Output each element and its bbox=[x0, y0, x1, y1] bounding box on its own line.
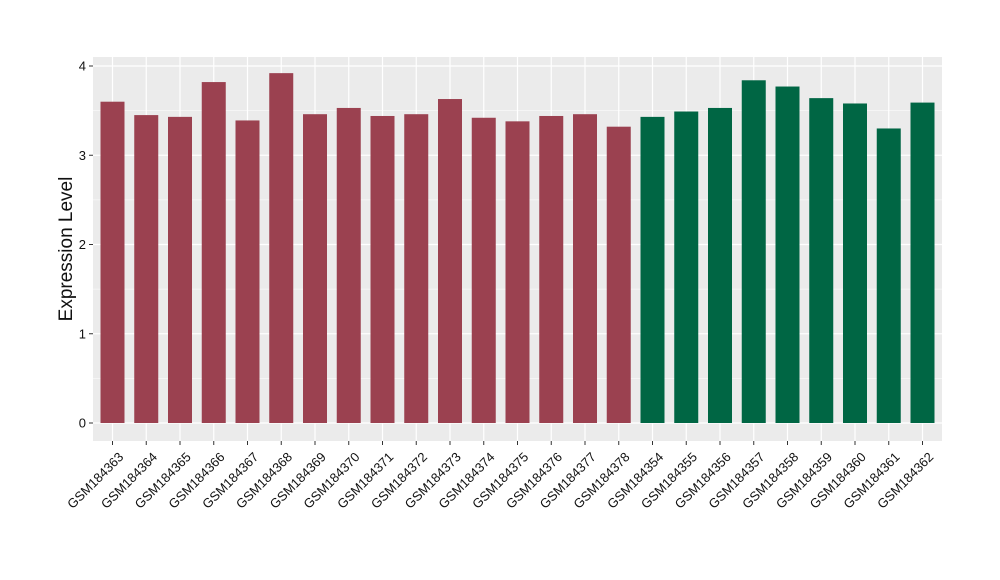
x-axis: GSM184363GSM184364GSM184365GSM184366GSM1… bbox=[64, 441, 936, 512]
y-axis: 0 1 2 3 4 bbox=[79, 59, 93, 431]
bar-GSM184355 bbox=[674, 111, 699, 423]
bar-GSM184357 bbox=[741, 80, 766, 423]
bar-GSM184360 bbox=[843, 103, 867, 424]
bar-GSM184375 bbox=[505, 121, 530, 424]
bar-GSM184354 bbox=[640, 116, 665, 423]
bar-GSM184369 bbox=[303, 114, 327, 423]
bars-layer bbox=[100, 73, 935, 424]
bar-GSM184377 bbox=[573, 114, 597, 423]
y-tick-label: 2 bbox=[79, 237, 86, 252]
bar-GSM184367 bbox=[235, 120, 260, 423]
bar-GSM184362 bbox=[910, 102, 935, 423]
bar-GSM184372 bbox=[404, 114, 429, 423]
bar-GSM184365 bbox=[168, 116, 192, 423]
y-tick-label: 1 bbox=[79, 326, 86, 341]
bar-GSM184371 bbox=[370, 115, 395, 423]
bar-GSM184374 bbox=[471, 117, 496, 423]
bar-GSM184361 bbox=[876, 128, 901, 423]
bar-GSM184364 bbox=[134, 115, 159, 424]
bar-GSM184373 bbox=[438, 99, 462, 424]
y-tick-label: 4 bbox=[79, 59, 86, 74]
y-tick-label: 0 bbox=[79, 416, 86, 431]
bar-GSM184358 bbox=[775, 86, 800, 423]
bar-GSM184366 bbox=[201, 82, 226, 423]
bar-GSM184363 bbox=[100, 101, 125, 423]
bar-GSM184378 bbox=[606, 126, 631, 423]
bar-GSM184356 bbox=[708, 107, 732, 423]
bar-GSM184376 bbox=[539, 115, 564, 423]
bar-GSM184359 bbox=[809, 98, 834, 423]
bar-GSM184368 bbox=[269, 73, 294, 423]
bar-GSM184370 bbox=[336, 107, 361, 423]
y-tick-label: 3 bbox=[79, 148, 86, 163]
y-axis-title: Expression Level bbox=[56, 177, 77, 322]
